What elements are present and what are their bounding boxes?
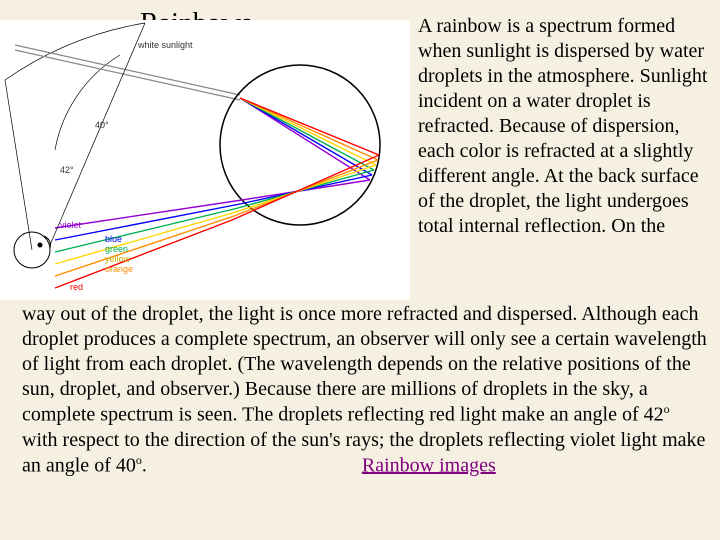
para-b-1: way out of the droplet, the light is onc…	[22, 303, 707, 426]
ray-in-red	[240, 98, 379, 155]
angle-42-label: 42°	[60, 165, 74, 175]
rainbow-images-link[interactable]: Rainbow images	[362, 454, 496, 476]
ray-out-yellow	[55, 212, 236, 264]
ray-in-blue	[240, 98, 372, 175]
ray-in-yellow	[240, 98, 376, 165]
sunlight-ray-2	[15, 45, 240, 95]
paragraph-bottom: way out of the droplet, the light is onc…	[22, 302, 710, 478]
para-b-3: .	[142, 454, 147, 476]
sunlight-ray-1	[15, 50, 240, 100]
label-green: green	[105, 244, 128, 254]
ray-out-blue	[55, 204, 240, 240]
ray-in-green	[240, 98, 374, 170]
arc-40	[55, 55, 120, 150]
sunlight-label: white sunlight	[138, 40, 193, 50]
rainbow-diagram: white sunlight 42° 40° violet blue green…	[0, 20, 410, 300]
label-red: red	[70, 282, 83, 292]
ref-line-42	[5, 80, 32, 250]
label-violet: violet	[60, 220, 81, 230]
label-yellow: yellow	[105, 254, 130, 264]
angle-40-label: 40°	[95, 120, 109, 130]
paragraph-top: A rainbow is a spectrum formed when sunl…	[418, 14, 710, 239]
ray-ref-red	[232, 155, 379, 220]
label-blue: blue	[105, 234, 122, 244]
deg-sup-1: o	[664, 402, 670, 416]
label-orange: orange	[105, 264, 133, 274]
observer-eye	[38, 243, 43, 248]
diagram-svg	[0, 20, 410, 300]
ray-in-orange	[240, 98, 378, 160]
